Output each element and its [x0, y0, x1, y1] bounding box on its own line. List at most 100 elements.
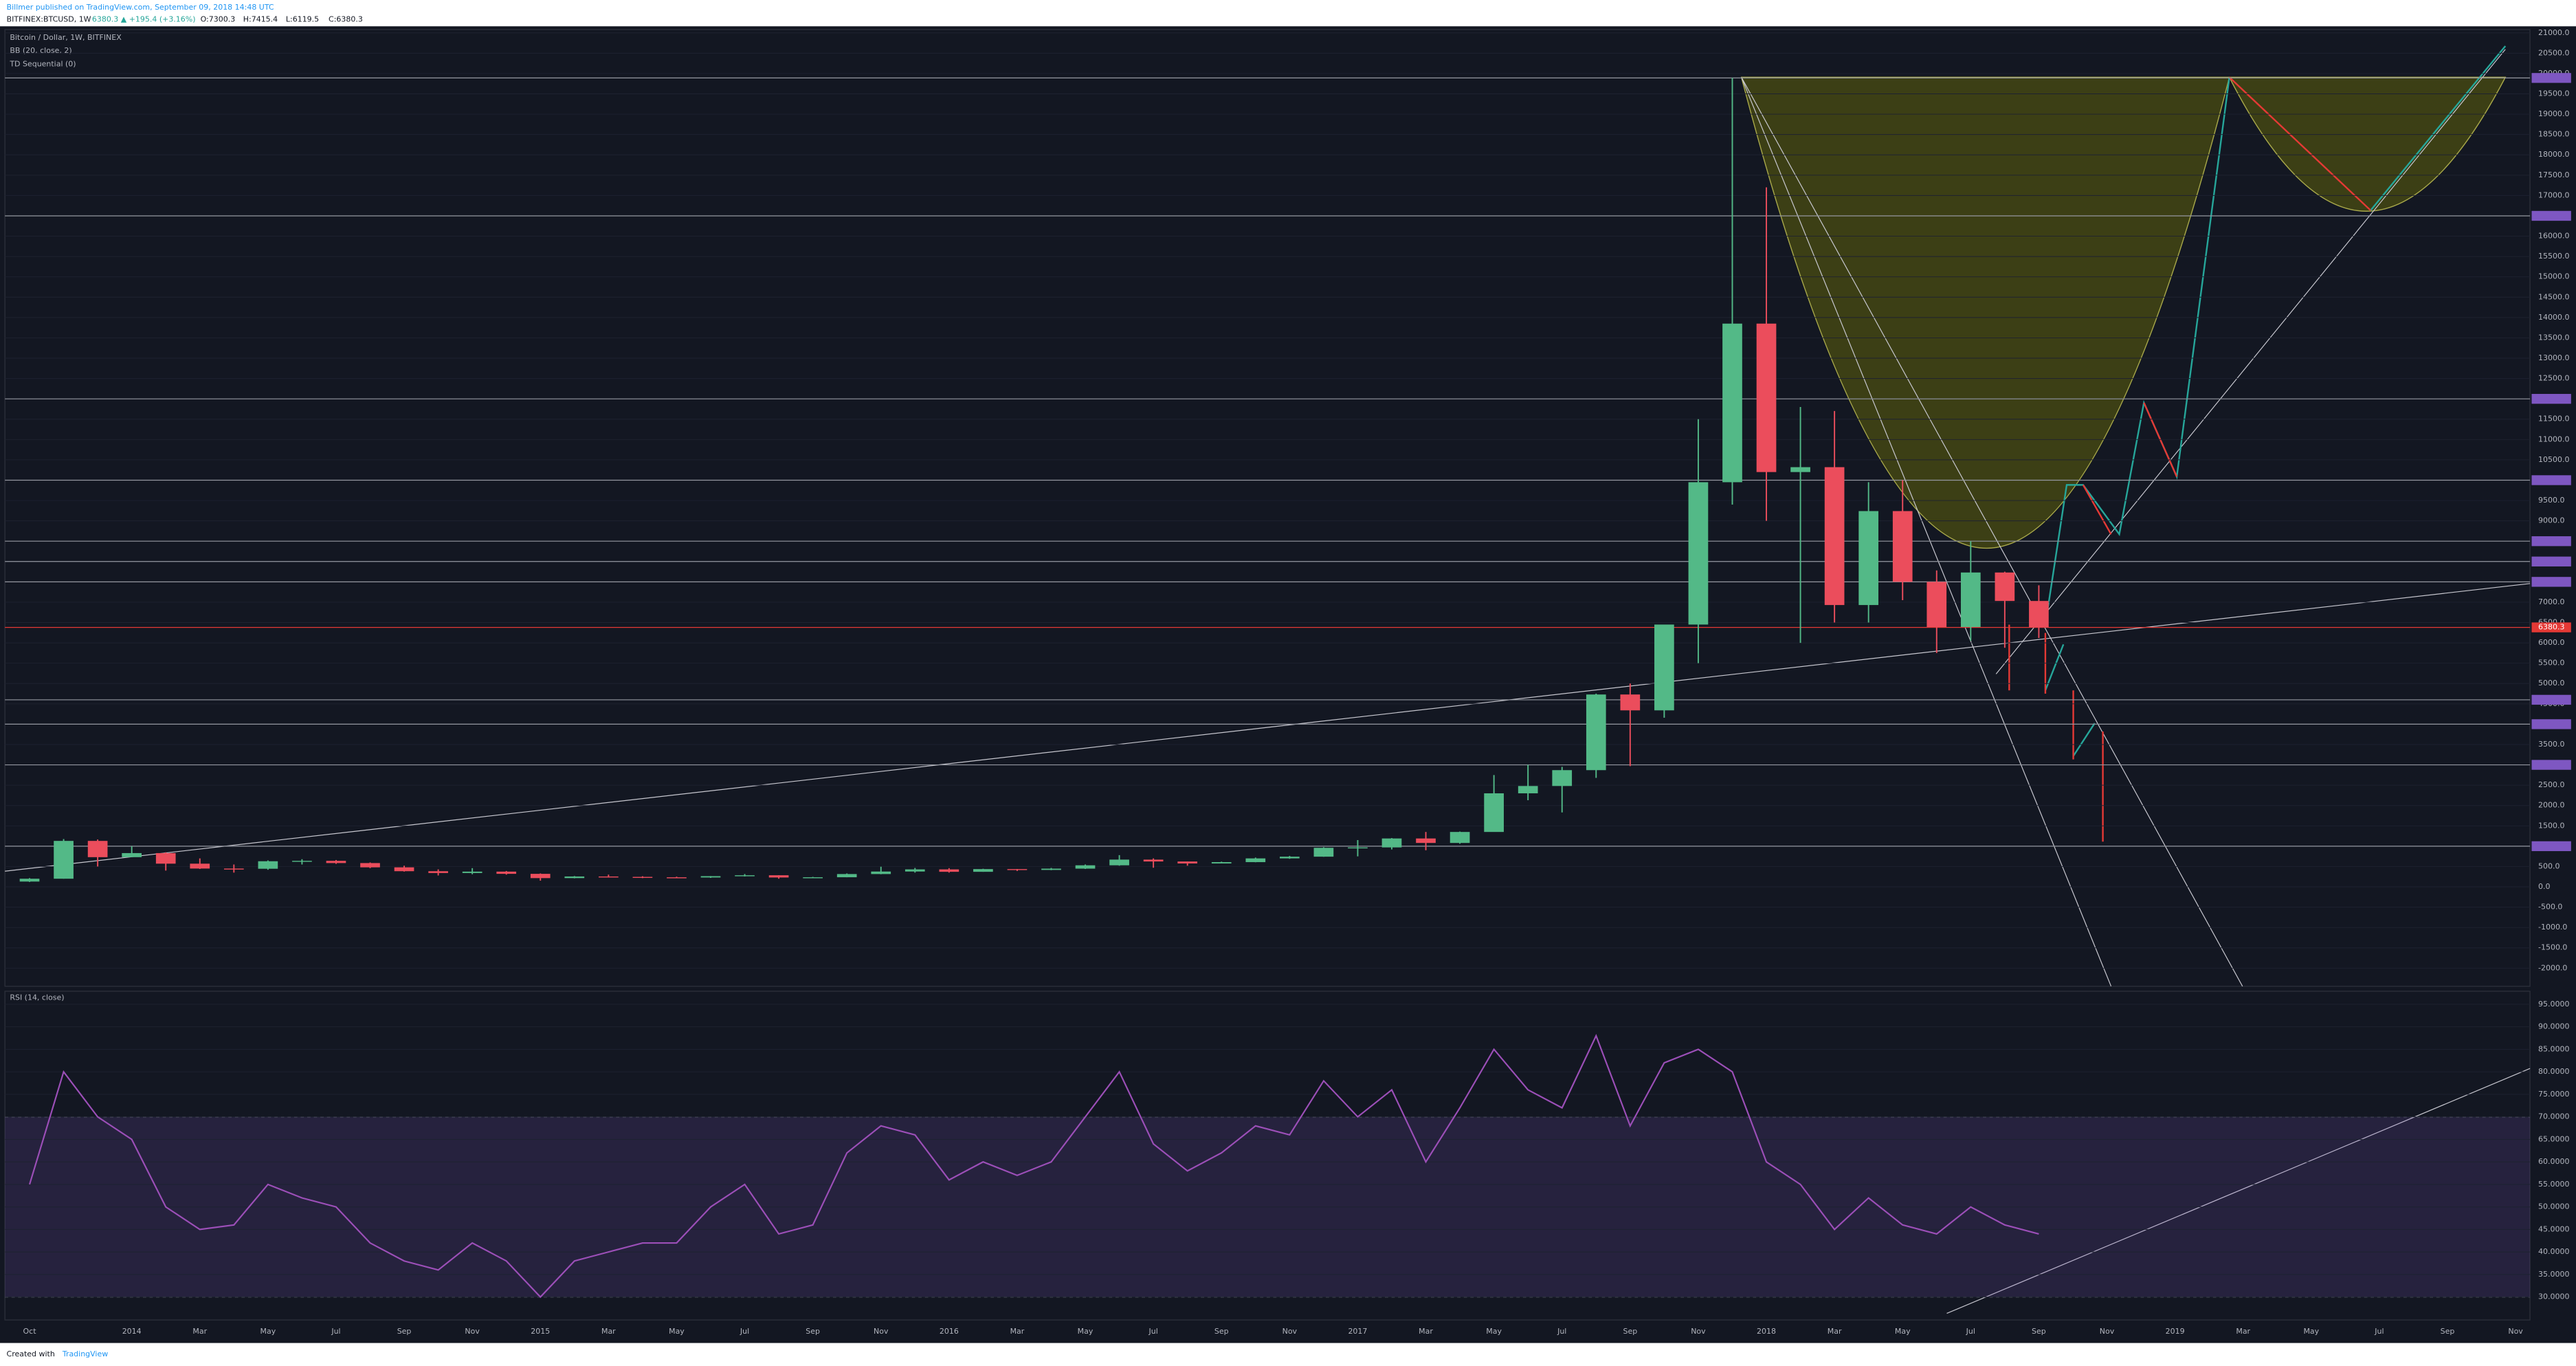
candle-body — [1620, 694, 1641, 711]
candle-body — [496, 871, 517, 874]
y-tick-label: 65.0000 — [2538, 1134, 2569, 1143]
y-tick-label: 75.0000 — [2538, 1090, 2569, 1099]
y-tick-label: 80.0000 — [2538, 1067, 2569, 1076]
y-tick-label: 1500.0 — [2538, 821, 2564, 830]
level-tag — [2531, 577, 2571, 587]
y-tick-label: 6000.0 — [2538, 638, 2564, 647]
candle-body — [428, 871, 448, 873]
y-tick-label: -2000.0 — [2538, 963, 2567, 972]
y-tick-label: 13500.0 — [2538, 333, 2569, 342]
trendline — [1946, 1068, 2531, 1314]
y-tick-label: -500.0 — [2538, 903, 2562, 912]
x-tick-label: Mar — [1828, 1327, 1842, 1336]
y-tick-label: 5000.0 — [2538, 679, 2564, 687]
x-tick-label: Sep — [2032, 1327, 2046, 1336]
y-tick-label: 90.0000 — [2538, 1022, 2569, 1031]
candle-body — [190, 863, 210, 869]
candle-body — [1416, 838, 1436, 844]
candle-body — [87, 841, 108, 857]
level-tag — [2531, 536, 2571, 547]
candle-body — [1143, 859, 1164, 862]
candle-body — [1586, 694, 1606, 771]
x-tick-label: Mar — [2236, 1327, 2250, 1336]
y-tick-label: 45.0000 — [2538, 1224, 2569, 1233]
candle-body — [1927, 582, 1947, 628]
candle-body — [1484, 793, 1504, 833]
footer-brand[interactable]: TradingView — [62, 1350, 108, 1358]
x-tick-label: Nov — [2100, 1327, 2115, 1336]
cup-drawing — [2228, 76, 2507, 212]
y-tick-label: 14500.0 — [2538, 292, 2569, 301]
x-tick-label: May — [2303, 1327, 2319, 1336]
y-tick-label: 12500.0 — [2538, 374, 2569, 383]
x-tick-label: 2017 — [1348, 1327, 1367, 1336]
arrow-path — [2044, 643, 2065, 691]
y-tick-label: 19000.0 — [2538, 109, 2569, 118]
y-tick-label: 7000.0 — [2538, 597, 2564, 606]
x-tick-label: May — [1078, 1327, 1093, 1336]
x-tick-label: Sep — [1623, 1327, 1637, 1336]
candle-body — [1450, 832, 1470, 844]
x-tick-label: Sep — [1214, 1327, 1229, 1336]
candle-body — [1109, 859, 1129, 866]
chart-title: Bitcoin / Dollar, 1W, BITFINEX — [10, 33, 122, 42]
candle-body — [1177, 861, 1198, 864]
x-tick-label: May — [669, 1327, 685, 1336]
x-tick-label: Jul — [331, 1327, 340, 1336]
candle-body — [19, 879, 40, 882]
y-tick-label: 16000.0 — [2538, 232, 2569, 241]
level-tag — [2531, 694, 2571, 705]
level-tag — [2531, 393, 2571, 404]
y-tick-label: 21000.0 — [2538, 28, 2569, 37]
x-tick-label: Jul — [2374, 1327, 2384, 1336]
candle-body — [1654, 624, 1674, 711]
symbol: BITFINEX:BTCUSD, 1W — [7, 15, 91, 24]
ohlc-open: O:7300.3 — [201, 15, 236, 24]
y-tick-label: 40.0000 — [2538, 1247, 2569, 1256]
y-tick-label: 11500.0 — [2538, 415, 2569, 423]
x-tick-label: Mar — [1010, 1327, 1025, 1336]
candle-body — [836, 874, 857, 878]
x-tick-label: 2014 — [122, 1327, 142, 1336]
y-tick-label: 9000.0 — [2538, 516, 2564, 525]
x-tick-label: Jul — [1966, 1327, 1975, 1336]
y-tick-label: 9500.0 — [2538, 496, 2564, 505]
level-tag — [2531, 210, 2571, 221]
x-tick-label: Mar — [192, 1327, 207, 1336]
ohlc-close: C:6380.3 — [329, 15, 363, 24]
candle-body — [1279, 857, 1300, 859]
y-tick-label: 18000.0 — [2538, 150, 2569, 159]
candle-body — [122, 852, 142, 857]
y-tick-label: 10500.0 — [2538, 455, 2569, 464]
x-tick-label: 2016 — [940, 1327, 959, 1336]
ohlc-low: L:6119.5 — [286, 15, 319, 24]
candle-body — [700, 876, 721, 878]
candle-body — [973, 869, 993, 872]
x-tick-label: Nov — [2508, 1327, 2523, 1336]
x-tick-label: Sep — [2441, 1327, 2455, 1336]
trendline — [5, 583, 2531, 872]
x-tick-label: Oct — [23, 1327, 37, 1336]
candle-body — [1722, 323, 1742, 483]
x-tick-label: Nov — [1691, 1327, 1706, 1336]
candle-body — [1007, 869, 1028, 870]
y-tick-label: 95.0000 — [2538, 1000, 2569, 1009]
candle-body — [2029, 601, 2049, 628]
candle-body — [1313, 848, 1334, 857]
candle-body — [326, 861, 346, 863]
y-tick-label: 85.0000 — [2538, 1044, 2569, 1053]
candle-body — [1075, 865, 1096, 869]
level-tag — [2531, 475, 2571, 485]
arrow-path — [2082, 484, 2112, 535]
y-tick-label: 70.0000 — [2538, 1112, 2569, 1121]
level-tag — [2531, 556, 2571, 566]
y-tick-label: -1500.0 — [2538, 943, 2567, 952]
candle-body — [462, 871, 482, 873]
y-tick-label: 13000.0 — [2538, 353, 2569, 362]
candle-body — [632, 877, 653, 878]
candle-body — [54, 841, 74, 879]
y-tick-label: 17000.0 — [2538, 190, 2569, 199]
rsi-pane — [4, 991, 2531, 1321]
trendline — [1741, 77, 2243, 987]
y-tick-label: 50.0000 — [2538, 1202, 2569, 1211]
